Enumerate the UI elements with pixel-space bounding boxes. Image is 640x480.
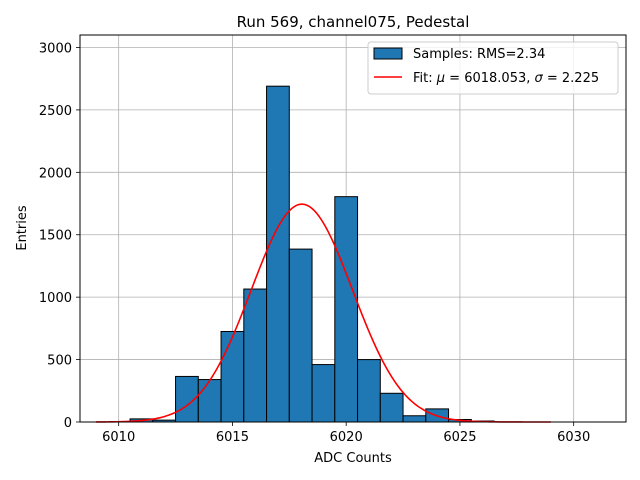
legend-label-samples: Samples: RMS=2.34 [413,47,545,62]
fit-label-prefix: Fit: [413,71,437,86]
x-tick-label: 6025 [443,430,476,445]
histogram-bar [334,196,359,423]
histogram-bar [402,415,427,423]
fit-label-sigma-symbol: σ [535,71,544,86]
fit-label-sigma-value: = 2.225 [543,71,599,86]
legend: Samples: RMS=2.34 Fit: μ = 6018.053, σ =… [367,41,619,95]
legend-swatch-samples [373,47,403,60]
x-tick-label: 6030 [557,430,590,445]
fit-label-mu-symbol: μ [436,71,445,86]
x-axis-ticks: 6010 6015 6020 6025 6030 [102,422,590,445]
y-tick-label: 1000 [39,291,72,306]
y-tick-label: 1500 [39,229,72,244]
histogram-bar [357,359,381,423]
y-tick-label: 0 [64,416,72,431]
legend-label-fit: Fit: μ = 6018.053, σ = 2.225 [413,71,599,86]
histogram-bars [129,85,495,423]
x-axis-title: ADC Counts [314,451,392,466]
x-tick-label: 6010 [102,430,135,445]
legend-box [367,41,619,95]
histogram-bar [311,364,336,423]
y-tick-label: 3000 [39,41,72,56]
plot-frame [79,34,627,423]
histogram-bar [379,392,404,423]
y-tick-label: 2500 [39,104,72,119]
histogram-bar [197,379,222,423]
y-axis-ticks: 0 500 1000 1500 2000 2500 3000 [39,41,80,431]
chart-title: Run 569, channel075, Pedestal [237,13,470,31]
histogram-bar [220,330,245,423]
y-axis-title: Entries [15,205,30,251]
fit-curve-group [95,203,551,423]
histogram-bar [266,85,290,423]
x-tick-label: 6020 [330,430,363,445]
x-tick-label: 6015 [216,430,249,445]
y-tick-label: 500 [47,354,72,369]
y-tick-label: 2000 [39,166,72,181]
fit-curve [95,203,551,423]
histogram-bar [243,288,268,423]
fit-label-mu-value: = 6018.053, [445,71,534,86]
histogram-bar [288,248,313,423]
